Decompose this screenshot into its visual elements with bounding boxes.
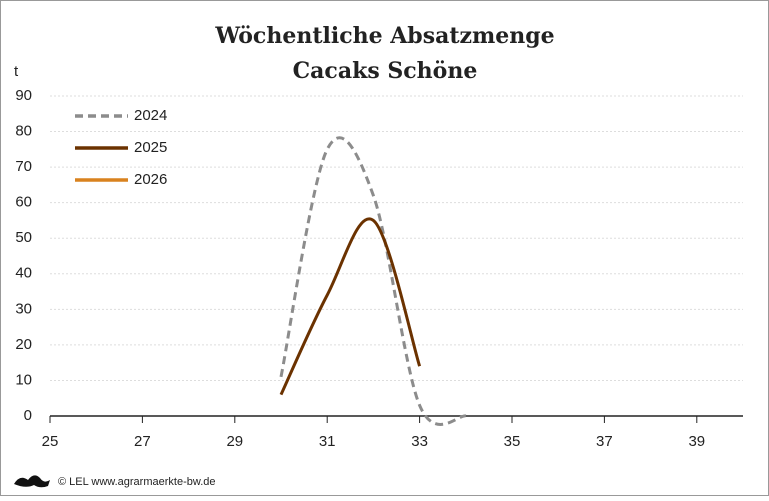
legend-label: 2024 bbox=[134, 107, 167, 124]
x-tick-label: 37 bbox=[596, 433, 613, 450]
x-tick-label: 31 bbox=[319, 433, 336, 450]
y-tick-label: 10 bbox=[15, 371, 32, 388]
chart-title: Wöchentliche Absatzmenge bbox=[214, 23, 554, 49]
x-tick-label: 33 bbox=[411, 433, 428, 450]
chart-subtitle: Cacaks Schöne bbox=[293, 58, 478, 84]
source: © LEL www.agrarmaerkte-bw.de bbox=[58, 476, 216, 488]
x-tick-label: 27 bbox=[134, 433, 151, 450]
y-tick-label: 30 bbox=[15, 300, 32, 317]
x-tick-label: 25 bbox=[42, 433, 59, 450]
x-tick-label: 35 bbox=[504, 433, 521, 450]
y-tick-label: 70 bbox=[15, 158, 32, 175]
x-tick-label: 29 bbox=[226, 433, 243, 450]
line bbox=[279, 217, 422, 396]
y-axis-label: t bbox=[14, 63, 19, 80]
y-tick-label: 40 bbox=[15, 265, 32, 282]
y-tick-label: 50 bbox=[15, 229, 32, 246]
y-tick-label: 0 bbox=[24, 407, 32, 424]
y-tick-label: 80 bbox=[15, 123, 32, 140]
y-tick-label: 20 bbox=[15, 336, 32, 353]
logo bbox=[14, 475, 50, 488]
line bbox=[279, 136, 467, 426]
y-tick-label: 60 bbox=[15, 194, 32, 211]
legend-label: 2025 bbox=[134, 139, 167, 156]
y-tick-label: 90 bbox=[15, 87, 32, 104]
x-tick-label: 39 bbox=[688, 433, 705, 450]
legend-label: 2026 bbox=[134, 171, 167, 188]
